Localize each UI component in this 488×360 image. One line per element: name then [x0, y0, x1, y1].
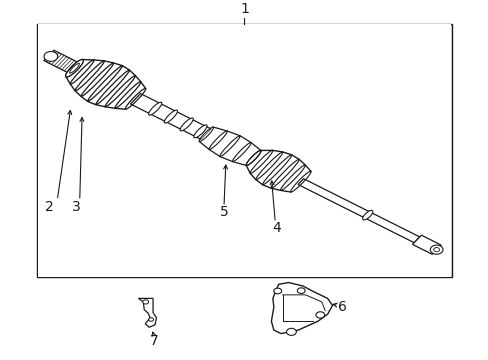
Ellipse shape [362, 210, 372, 220]
Text: 6: 6 [337, 300, 346, 314]
Polygon shape [271, 283, 332, 334]
Ellipse shape [70, 64, 79, 73]
Ellipse shape [65, 59, 83, 77]
Ellipse shape [148, 102, 162, 115]
Text: 2: 2 [44, 200, 53, 214]
Circle shape [297, 288, 305, 293]
Polygon shape [199, 127, 260, 166]
Text: 3: 3 [72, 200, 81, 214]
Text: 7: 7 [149, 334, 158, 348]
Ellipse shape [180, 118, 193, 131]
Polygon shape [66, 60, 145, 109]
Circle shape [286, 328, 296, 336]
Circle shape [315, 312, 324, 318]
Circle shape [273, 288, 281, 294]
Ellipse shape [193, 125, 206, 138]
Bar [37, 24, 451, 277]
Circle shape [44, 51, 58, 61]
Polygon shape [297, 179, 419, 243]
Circle shape [148, 318, 153, 321]
Polygon shape [412, 235, 440, 254]
Polygon shape [44, 50, 80, 73]
Circle shape [429, 245, 442, 254]
Text: 5: 5 [219, 205, 228, 219]
Polygon shape [130, 94, 211, 140]
Bar [38, 24, 450, 276]
Ellipse shape [164, 110, 177, 123]
Polygon shape [138, 298, 156, 327]
Circle shape [142, 300, 148, 304]
Polygon shape [246, 150, 310, 192]
Circle shape [433, 248, 439, 252]
Text: 4: 4 [271, 221, 280, 235]
Text: 1: 1 [240, 2, 248, 15]
